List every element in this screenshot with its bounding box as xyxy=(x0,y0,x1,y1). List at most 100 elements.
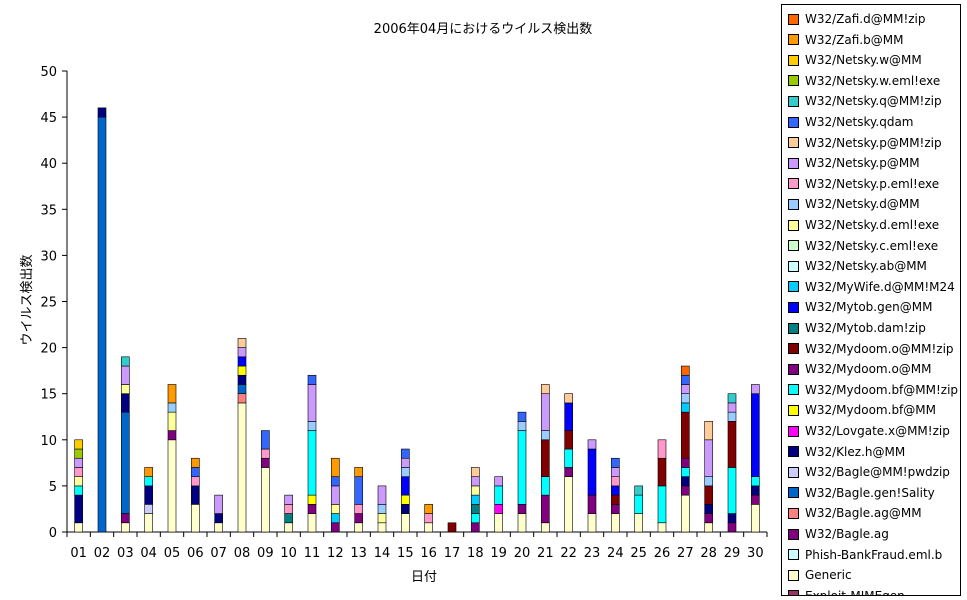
bar-segment xyxy=(634,485,643,496)
legend-swatch xyxy=(788,363,799,375)
bar-segment xyxy=(471,476,480,487)
bar-segment xyxy=(261,430,270,450)
bar-segment xyxy=(517,430,527,505)
legend-item: W32/Mytob.dam!zip xyxy=(788,318,926,338)
bar-segment xyxy=(354,522,363,533)
legend-item: W32/Mydoom.bf@MM xyxy=(788,400,936,420)
bar-segment xyxy=(564,393,573,404)
legend-item: W32/Mydoom.bf@MM!zip xyxy=(788,380,958,400)
legend-label: W32/Netsky.d.eml!exe xyxy=(805,218,940,232)
bar-segment xyxy=(704,439,713,477)
legend-item: W32/Bagle.ag xyxy=(788,524,889,544)
legend-item: W32/Netsky.d.eml!exe xyxy=(788,215,939,235)
legend-label: W32/Netsky.p.eml!exe xyxy=(805,176,940,191)
bar-segment xyxy=(541,430,550,441)
bar-segment xyxy=(307,430,317,496)
y-tick-label: 10 xyxy=(40,434,57,449)
legend-item: W32/Mydoom.o@MM!zip xyxy=(788,339,954,359)
bar-segment xyxy=(401,504,410,514)
bar-segment xyxy=(167,430,177,441)
bar-segment xyxy=(704,485,713,505)
y-axis-label: ウイルス検出数 xyxy=(20,254,35,345)
bar-segment xyxy=(471,504,480,514)
bar-segment xyxy=(634,513,643,533)
bar-segment xyxy=(144,513,153,533)
bar-segment xyxy=(681,494,690,533)
x-tick-label: 27 xyxy=(677,546,694,561)
bar-segment xyxy=(401,448,410,459)
x-tick-label: 16 xyxy=(420,546,437,561)
legend-item: Exploit-MIMEgen xyxy=(788,586,905,596)
bar-segment xyxy=(704,421,713,441)
bar-segment xyxy=(331,522,340,533)
bar-segment xyxy=(727,513,737,524)
bar-segment xyxy=(657,457,667,487)
x-tick-label: 10 xyxy=(280,546,297,561)
x-tick-label: 09 xyxy=(257,546,274,561)
legend-label: W32/Bagle@MM!pwdzip xyxy=(805,465,950,480)
x-axis: 01 02 03 04 05 06 07 08 09 10 11 12 13 14 15 16 17 18 19 20… xyxy=(66,531,768,561)
x-tick-label: 25 xyxy=(630,546,647,561)
bar-segment xyxy=(307,504,317,514)
bar-segment xyxy=(331,504,340,514)
bar-segment xyxy=(564,430,573,450)
legend-label: W32/Netsky.p@MM!zip xyxy=(805,135,942,150)
bar-segment xyxy=(564,448,573,468)
bar-segment xyxy=(121,384,130,395)
legend-swatch xyxy=(788,446,799,458)
legend-item: W32/Netsky.p.eml!exe xyxy=(788,174,939,194)
bar-segment xyxy=(401,467,410,477)
legend-swatch xyxy=(788,590,799,595)
legend-item: W32/Lovgate.x@MM!zip xyxy=(788,421,950,441)
bar-segment xyxy=(727,522,737,533)
x-tick-label: 29 xyxy=(724,546,741,561)
legend-label: Exploit-MIMEgen xyxy=(805,588,905,596)
legend-item: W32/Netsky.w.eml!exe xyxy=(788,71,940,91)
bar-segment xyxy=(377,513,387,524)
bar-segment xyxy=(471,485,480,496)
bar-segment xyxy=(74,457,83,468)
bar-segment xyxy=(74,439,83,450)
y-tick-label: 30 xyxy=(40,249,57,264)
legend-label: W32/Mydoom.bf@MM xyxy=(805,403,936,418)
bar-segment xyxy=(191,504,200,533)
legend-label: W32/Netsky.ab@MM xyxy=(805,259,927,274)
legend-swatch xyxy=(788,384,799,396)
legend-swatch xyxy=(788,75,799,87)
bar-segment xyxy=(727,402,737,413)
bar-segment xyxy=(681,476,690,487)
legend-swatch xyxy=(788,528,799,540)
bar-segment xyxy=(74,522,83,533)
legend-swatch xyxy=(788,137,799,149)
y-tick-label: 45 xyxy=(40,111,57,126)
legend-swatch xyxy=(788,404,799,416)
bar-segment xyxy=(611,467,620,477)
legend: W32/Zafi.d@MM!zip W32/Zafi.b@MM W32/Netsky… xyxy=(781,4,961,596)
bar-segment xyxy=(704,522,713,533)
bar-segment xyxy=(751,393,760,477)
bar-segment xyxy=(377,504,387,514)
legend-label: W32/Netsky.q@MM!zip xyxy=(805,94,942,109)
legend-swatch xyxy=(788,301,799,313)
legend-item: W32/Mydoom.o@MM xyxy=(788,359,932,379)
bar-segment xyxy=(517,411,527,422)
bar-segment xyxy=(191,476,200,487)
bar-segment xyxy=(704,513,713,524)
bar-segment xyxy=(284,494,293,505)
bar-segment xyxy=(611,513,620,533)
x-tick-label: 15 xyxy=(397,546,414,561)
y-tick-label: 0 xyxy=(49,526,57,541)
bar-segment xyxy=(74,476,83,487)
legend-label: W32/Netsky.p@MM xyxy=(805,156,920,171)
legend-swatch xyxy=(788,240,799,252)
bar-segment xyxy=(727,467,737,514)
bar-segment xyxy=(74,467,83,477)
legend-label: W32/Netsky.d@MM xyxy=(805,197,920,212)
x-tick-label: 23 xyxy=(584,546,601,561)
legend-item: W32/Netsky.p@MM!zip xyxy=(788,133,942,153)
legend-swatch xyxy=(788,95,799,107)
bar-segment xyxy=(541,494,550,524)
bar-segment xyxy=(751,504,760,533)
x-tick-label: 13 xyxy=(350,546,367,561)
